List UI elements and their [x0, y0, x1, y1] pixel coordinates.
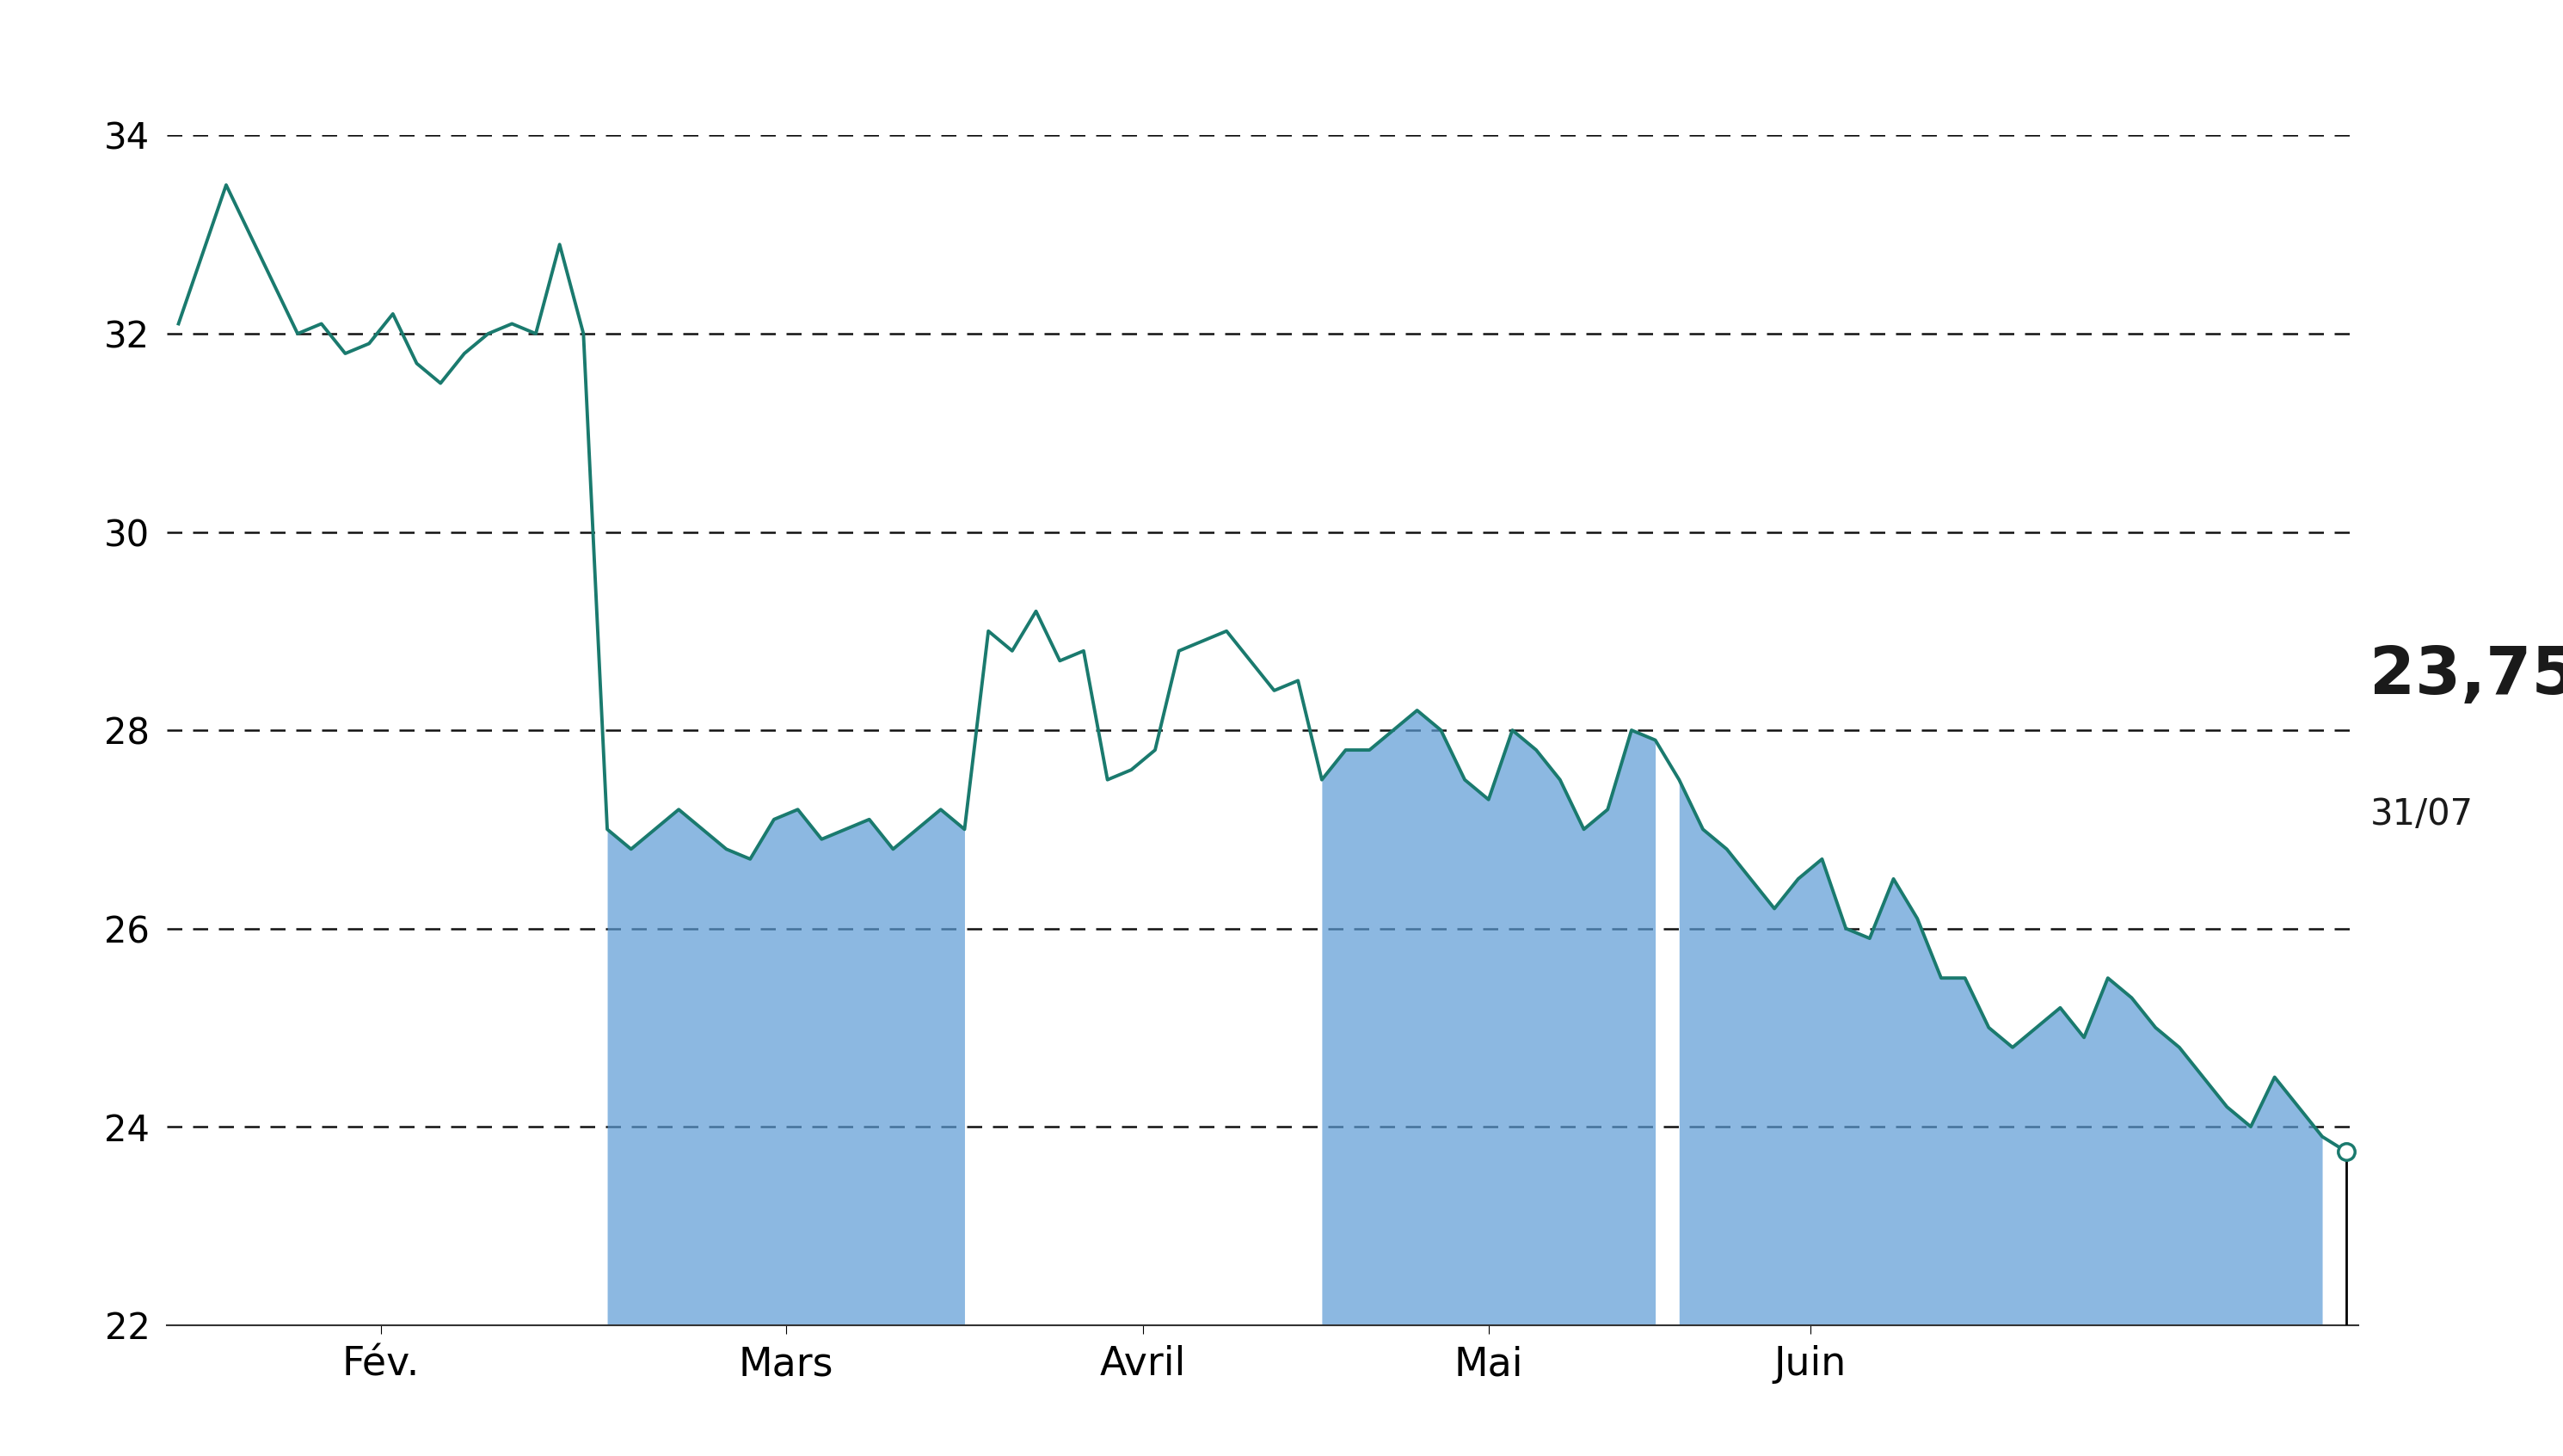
Text: GFT Technologies SE: GFT Technologies SE — [797, 20, 1766, 100]
Text: 31/07: 31/07 — [2371, 796, 2473, 833]
Text: 23,75: 23,75 — [2371, 644, 2563, 708]
